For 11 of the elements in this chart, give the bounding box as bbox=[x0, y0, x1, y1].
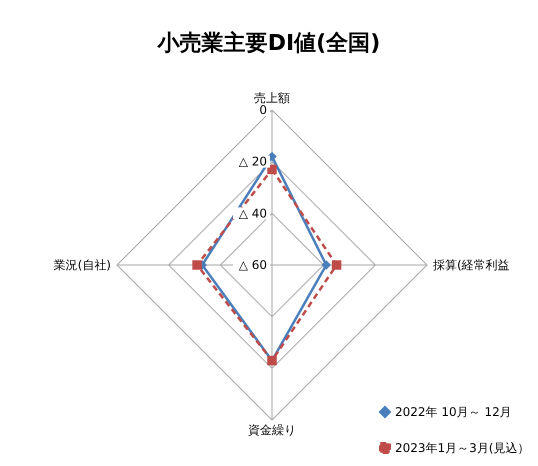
chart-title: 小売業主要DI値(全国) bbox=[156, 30, 380, 56]
legend-label: 2022年 10月～ 12月 bbox=[395, 405, 512, 419]
spoke-label: 資金繰り bbox=[248, 423, 296, 437]
spoke-label: 採算(経常利益 bbox=[433, 258, 510, 272]
y-tick-label: △ 60 bbox=[238, 258, 267, 272]
spoke-label: 売上額 bbox=[254, 91, 290, 105]
y-tick-label: △ 40 bbox=[238, 206, 267, 220]
y-tick-label: △ 20 bbox=[238, 154, 267, 169]
y-tick-label: 0 bbox=[259, 103, 267, 117]
spoke-label: 業況(自社) bbox=[54, 258, 111, 272]
legend-label: 2023年1月～3月(見込） bbox=[395, 441, 530, 455]
